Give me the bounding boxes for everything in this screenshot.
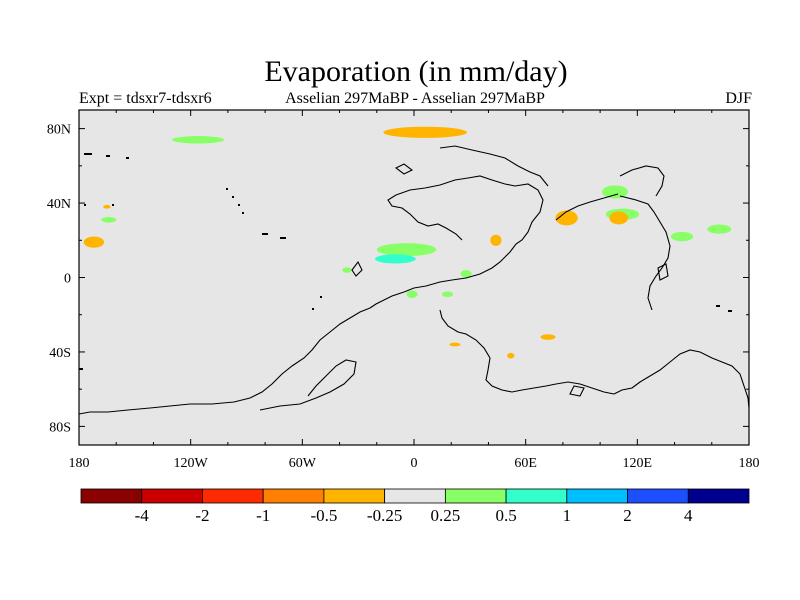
y-tick-label: 40S — [49, 346, 71, 361]
x-tick-label: 0 — [411, 456, 418, 471]
fragment — [112, 204, 114, 206]
colorbar-label: 2 — [623, 506, 632, 525]
coastline-north-interior — [387, 194, 463, 241]
anomaly-patch-cyan — [374, 254, 416, 264]
colorbar-swatch — [505, 488, 568, 504]
colorbar-swatch — [627, 488, 689, 504]
fragment — [716, 305, 720, 307]
colorbar-label: -0.25 — [367, 506, 402, 525]
colorbar: -4 -2 -1 -0.5 -0.25 0.25 0.5 1 2 4 — [80, 488, 750, 525]
coastline-island-c — [657, 263, 669, 281]
anomaly-patch-neg — [555, 210, 578, 226]
coastline-island-b — [394, 163, 414, 175]
anomaly-patch-neg — [507, 352, 515, 359]
fragment — [79, 368, 83, 370]
chart-title: Evaporation (in mm/day) — [264, 55, 568, 88]
anomaly-patch-neg — [83, 236, 105, 248]
colorbar-swatch — [444, 488, 507, 504]
coastline-north-continent — [369, 175, 544, 309]
anomaly-patch-neg — [383, 126, 468, 138]
coastline-east-islands — [619, 195, 671, 311]
fragment — [312, 308, 314, 310]
colorbar-label: -2 — [195, 506, 209, 525]
season-label: DJF — [725, 90, 752, 107]
anomaly-patch-pos — [101, 217, 117, 223]
colorbar-label: -0.5 — [310, 506, 337, 525]
coastlines — [78, 145, 750, 415]
colorbar-swatch — [384, 488, 446, 504]
colorbar-swatch — [323, 488, 386, 504]
anomaly-patch-pos — [460, 270, 472, 278]
y-tick-label: 0 — [64, 272, 71, 287]
y-axis-ticks: 80N 40N 0 40S 80S — [47, 123, 749, 435]
coastline-south-east — [613, 349, 750, 409]
fragment — [238, 204, 240, 206]
fragment — [84, 204, 86, 206]
x-tick-label: 60W — [289, 456, 317, 471]
fragment — [232, 196, 234, 198]
anomaly-patch-neg — [449, 342, 461, 347]
colorbar-swatch — [687, 488, 750, 504]
colorbar-label: 0.5 — [495, 506, 516, 525]
x-tick-label: 120E — [623, 456, 653, 471]
x-tick-label: 120W — [174, 456, 209, 471]
x-tick-label: 180 — [739, 456, 760, 471]
coastline-southern-ring — [259, 359, 357, 411]
colorbar-swatch — [262, 488, 325, 504]
colorbar-swatch — [566, 488, 628, 504]
fragment — [126, 157, 129, 159]
y-tick-label: 80N — [47, 123, 71, 138]
coastline-island-d — [569, 385, 585, 397]
x-tick-label: 180 — [69, 456, 90, 471]
fragment — [242, 212, 244, 214]
coastline-north-east — [619, 165, 665, 197]
anomaly-patch-neg — [609, 211, 629, 225]
fragment — [280, 237, 286, 239]
period-label: Asselian 297MaBP - Asselian 297MaBP — [285, 90, 545, 107]
fragment — [320, 296, 322, 298]
colorbar-swatch — [141, 488, 203, 504]
coastline-south-continent — [439, 309, 615, 395]
anomaly-patch-pos — [707, 224, 732, 234]
anomaly-patch-neg — [490, 234, 502, 246]
anomaly-patch-neg — [103, 204, 111, 209]
fragment — [106, 155, 110, 157]
fragment — [226, 188, 228, 190]
fragment — [262, 233, 268, 235]
y-tick-label: 80S — [49, 420, 71, 435]
anomaly-patch-pos — [342, 267, 352, 273]
anomaly-patch-pos — [406, 290, 418, 298]
colorbar-label: -4 — [135, 506, 150, 525]
experiment-label: Expt = tdsxr7-tdsxr6 — [79, 90, 212, 107]
x-axis-ticks: 180 120W 60W 0 60E 120E 180 — [69, 110, 760, 471]
anomaly-patch-pos — [441, 291, 454, 298]
anomaly-patches — [83, 126, 732, 359]
fragment — [728, 310, 732, 312]
colorbar-label: 1 — [563, 506, 572, 525]
colorbar-label: -1 — [256, 506, 270, 525]
map-background — [79, 110, 749, 445]
coastline-west-arc — [78, 307, 371, 415]
anomaly-patch-pos — [376, 243, 437, 257]
coastline-arctic-shelf — [439, 145, 549, 187]
x-tick-label: 60E — [514, 456, 537, 471]
y-tick-label: 40N — [47, 197, 71, 212]
colorbar-swatch — [202, 488, 264, 504]
colorbar-swatch — [80, 488, 143, 504]
colorbar-label: 4 — [684, 506, 693, 525]
coastline-fragments — [79, 153, 732, 370]
anomaly-patch-pos — [670, 231, 694, 242]
coastline-east-coast — [555, 193, 619, 221]
colorbar-label: 0.25 — [430, 506, 460, 525]
anomaly-patch-pos — [601, 185, 629, 199]
anomaly-patch-pos — [172, 136, 225, 144]
anomaly-patch-neg — [540, 334, 556, 340]
coastline-island-a — [351, 260, 363, 277]
fragment — [84, 153, 92, 155]
